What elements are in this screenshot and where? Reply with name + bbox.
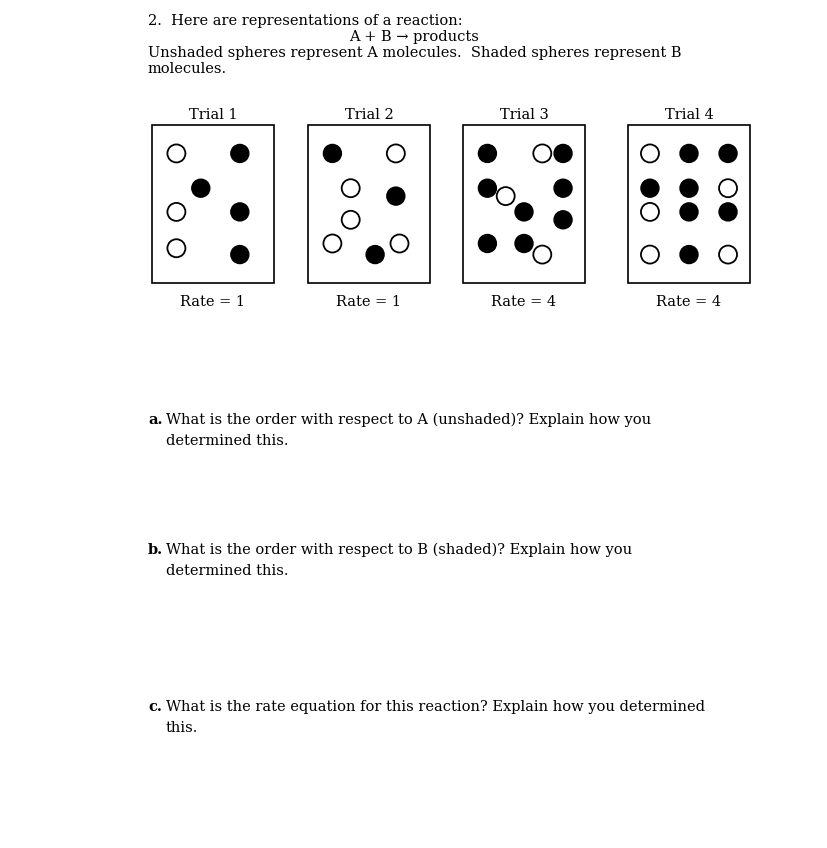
Circle shape xyxy=(192,179,209,198)
Circle shape xyxy=(679,144,697,163)
Text: b.: b. xyxy=(148,543,163,557)
Circle shape xyxy=(640,179,658,198)
Circle shape xyxy=(679,246,697,264)
Circle shape xyxy=(640,246,658,264)
Circle shape xyxy=(553,179,571,198)
Circle shape xyxy=(386,144,404,163)
Text: Rate = 1: Rate = 1 xyxy=(336,295,401,309)
Text: a.: a. xyxy=(148,413,162,427)
Circle shape xyxy=(640,203,658,220)
Text: Trial 4: Trial 4 xyxy=(664,108,713,122)
Circle shape xyxy=(533,246,551,264)
Circle shape xyxy=(718,144,736,163)
Text: What is the order with respect to B (shaded)? Explain how you
determined this.: What is the order with respect to B (sha… xyxy=(165,543,631,578)
Text: What is the rate equation for this reaction? Explain how you determined
this.: What is the rate equation for this react… xyxy=(165,700,704,734)
Text: molecules.: molecules. xyxy=(148,62,227,76)
Circle shape xyxy=(679,179,697,198)
Circle shape xyxy=(478,179,496,198)
Circle shape xyxy=(231,246,249,264)
Text: Rate = 4: Rate = 4 xyxy=(491,295,556,309)
Text: Unshaded spheres represent A molecules.  Shaded spheres represent B: Unshaded spheres represent A molecules. … xyxy=(148,46,681,60)
Circle shape xyxy=(366,246,384,264)
Circle shape xyxy=(514,203,533,220)
Circle shape xyxy=(167,203,185,220)
Circle shape xyxy=(167,239,185,257)
Circle shape xyxy=(553,211,571,229)
Text: Rate = 1: Rate = 1 xyxy=(180,295,245,309)
Circle shape xyxy=(679,203,697,220)
Circle shape xyxy=(323,144,341,163)
Circle shape xyxy=(718,203,736,220)
Circle shape xyxy=(390,235,408,253)
Text: 2.  Here are representations of a reaction:: 2. Here are representations of a reactio… xyxy=(148,14,462,28)
Circle shape xyxy=(478,144,496,163)
Circle shape xyxy=(167,144,185,163)
Circle shape xyxy=(323,235,341,253)
Circle shape xyxy=(231,144,249,163)
Circle shape xyxy=(342,211,359,229)
Circle shape xyxy=(718,179,736,198)
Circle shape xyxy=(514,235,533,253)
Circle shape xyxy=(553,144,571,163)
Text: What is the order with respect to A (unshaded)? Explain how you
determined this.: What is the order with respect to A (uns… xyxy=(165,413,650,448)
Bar xyxy=(462,125,585,283)
Text: c.: c. xyxy=(148,700,162,714)
Text: Trial 3: Trial 3 xyxy=(499,108,547,122)
Circle shape xyxy=(718,246,736,264)
Circle shape xyxy=(533,144,551,163)
Circle shape xyxy=(342,179,359,198)
Circle shape xyxy=(496,187,514,205)
Circle shape xyxy=(478,235,496,253)
Circle shape xyxy=(231,203,249,220)
Text: Rate = 4: Rate = 4 xyxy=(656,295,720,309)
Text: A + B → products: A + B → products xyxy=(349,30,478,44)
Bar xyxy=(627,125,749,283)
Circle shape xyxy=(386,187,404,205)
Text: Trial 2: Trial 2 xyxy=(344,108,393,122)
Bar xyxy=(308,125,429,283)
Bar xyxy=(152,125,274,283)
Circle shape xyxy=(640,144,658,163)
Text: Trial 1: Trial 1 xyxy=(189,108,237,122)
